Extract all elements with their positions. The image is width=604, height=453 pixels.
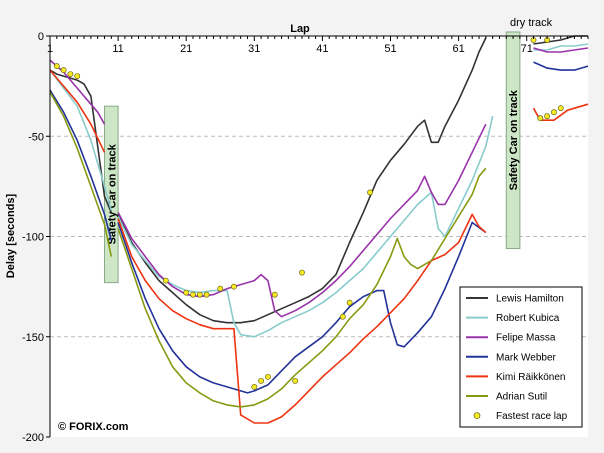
series-line-segment [533, 47, 589, 53]
series-line-segment [533, 61, 589, 71]
fastest-lap-marker [339, 313, 346, 320]
x-tick-label: 31 [248, 43, 260, 55]
y-tick-label: -150 [22, 332, 44, 344]
y-tick-label: -50 [28, 131, 44, 143]
fastest-lap-marker [537, 115, 544, 122]
legend: Lewis Hamilton Robert Kubica Felipe Massa M… [459, 286, 583, 428]
series-mark-webber [49, 61, 589, 394]
fastest-lap-marker [230, 283, 237, 290]
series-line-segment [49, 69, 113, 213]
fastest-lap-marker [183, 289, 190, 296]
legend-label: Felipe Massa [496, 333, 556, 344]
safety-car-label: Safety Car on track [508, 89, 520, 190]
fastest-lap-marker [367, 189, 373, 196]
series-line-segment [49, 91, 113, 257]
fastest-lap-marker [162, 277, 169, 284]
fastest-lap-marker [265, 373, 271, 380]
x-axis-title: Lap [290, 23, 310, 35]
safety-car-boxes: Safety Car on track Safety Car on track [103, 31, 521, 284]
safety-car-box [505, 31, 521, 250]
legend-marker-swatch [473, 412, 481, 419]
y-tick-label: 0 [38, 31, 44, 43]
legend-label: Lewis Hamilton [496, 294, 564, 305]
fastest-lap-markers [53, 37, 564, 390]
x-tick-label: 71 [521, 43, 533, 55]
series-line-segment [49, 69, 106, 153]
fastest-lap-marker [190, 291, 196, 298]
fastest-lap-marker [251, 383, 258, 390]
fastest-lap-marker [346, 299, 353, 306]
fastest-lap-marker [551, 109, 557, 116]
fastest-lap-marker [67, 71, 74, 77]
fastest-lap-marker [258, 377, 265, 384]
fastest-lap-marker [271, 291, 278, 298]
series-line-segment [117, 167, 487, 408]
legend-label: Adrian Sutil [496, 392, 547, 403]
x-tick-label: 11 [112, 43, 123, 55]
legend-label: Mark Webber [496, 352, 557, 363]
fastest-lap-marker [292, 377, 299, 384]
series-line-segment [49, 89, 113, 241]
series-line-segment [49, 69, 113, 211]
x-tick-label: 41 [316, 43, 328, 55]
fastest-lap-marker [299, 269, 305, 276]
y-tick-label: -100 [22, 232, 44, 244]
fastest-lap-marker [53, 63, 60, 69]
y-tick-label: -200 [22, 432, 44, 444]
fastest-lap-marker [544, 113, 551, 120]
safety-car-label: Safety Car on track [106, 143, 118, 244]
dry-track-annotation: dry track [510, 17, 553, 29]
legend-label: Fastest race lap [496, 411, 568, 422]
y-axis-title: Delay [seconds] [5, 193, 17, 278]
series-adrian-sutil [49, 91, 487, 408]
x-tick-label: 1 [47, 43, 53, 55]
fastest-lap-marker [74, 73, 81, 79]
fastest-lap-marker [217, 285, 224, 292]
legend-label: Robert Kubica [496, 313, 560, 324]
fastest-lap-marker [557, 105, 564, 112]
fastest-lap-marker [196, 291, 203, 298]
series-line-segment [117, 213, 487, 424]
credit-text: © FORIX.com [58, 421, 129, 433]
series-line-segment [117, 37, 487, 324]
series-line-segment [117, 123, 487, 318]
series-line-segment [117, 221, 487, 394]
x-tick-label: 61 [452, 43, 464, 55]
fastest-lap-marker [203, 291, 210, 298]
fastest-lap-marker [60, 67, 67, 73]
legend-label: Kimi Räikkönen [496, 372, 565, 383]
x-tick-label: 51 [384, 43, 396, 55]
x-tick-label: 21 [180, 43, 192, 55]
